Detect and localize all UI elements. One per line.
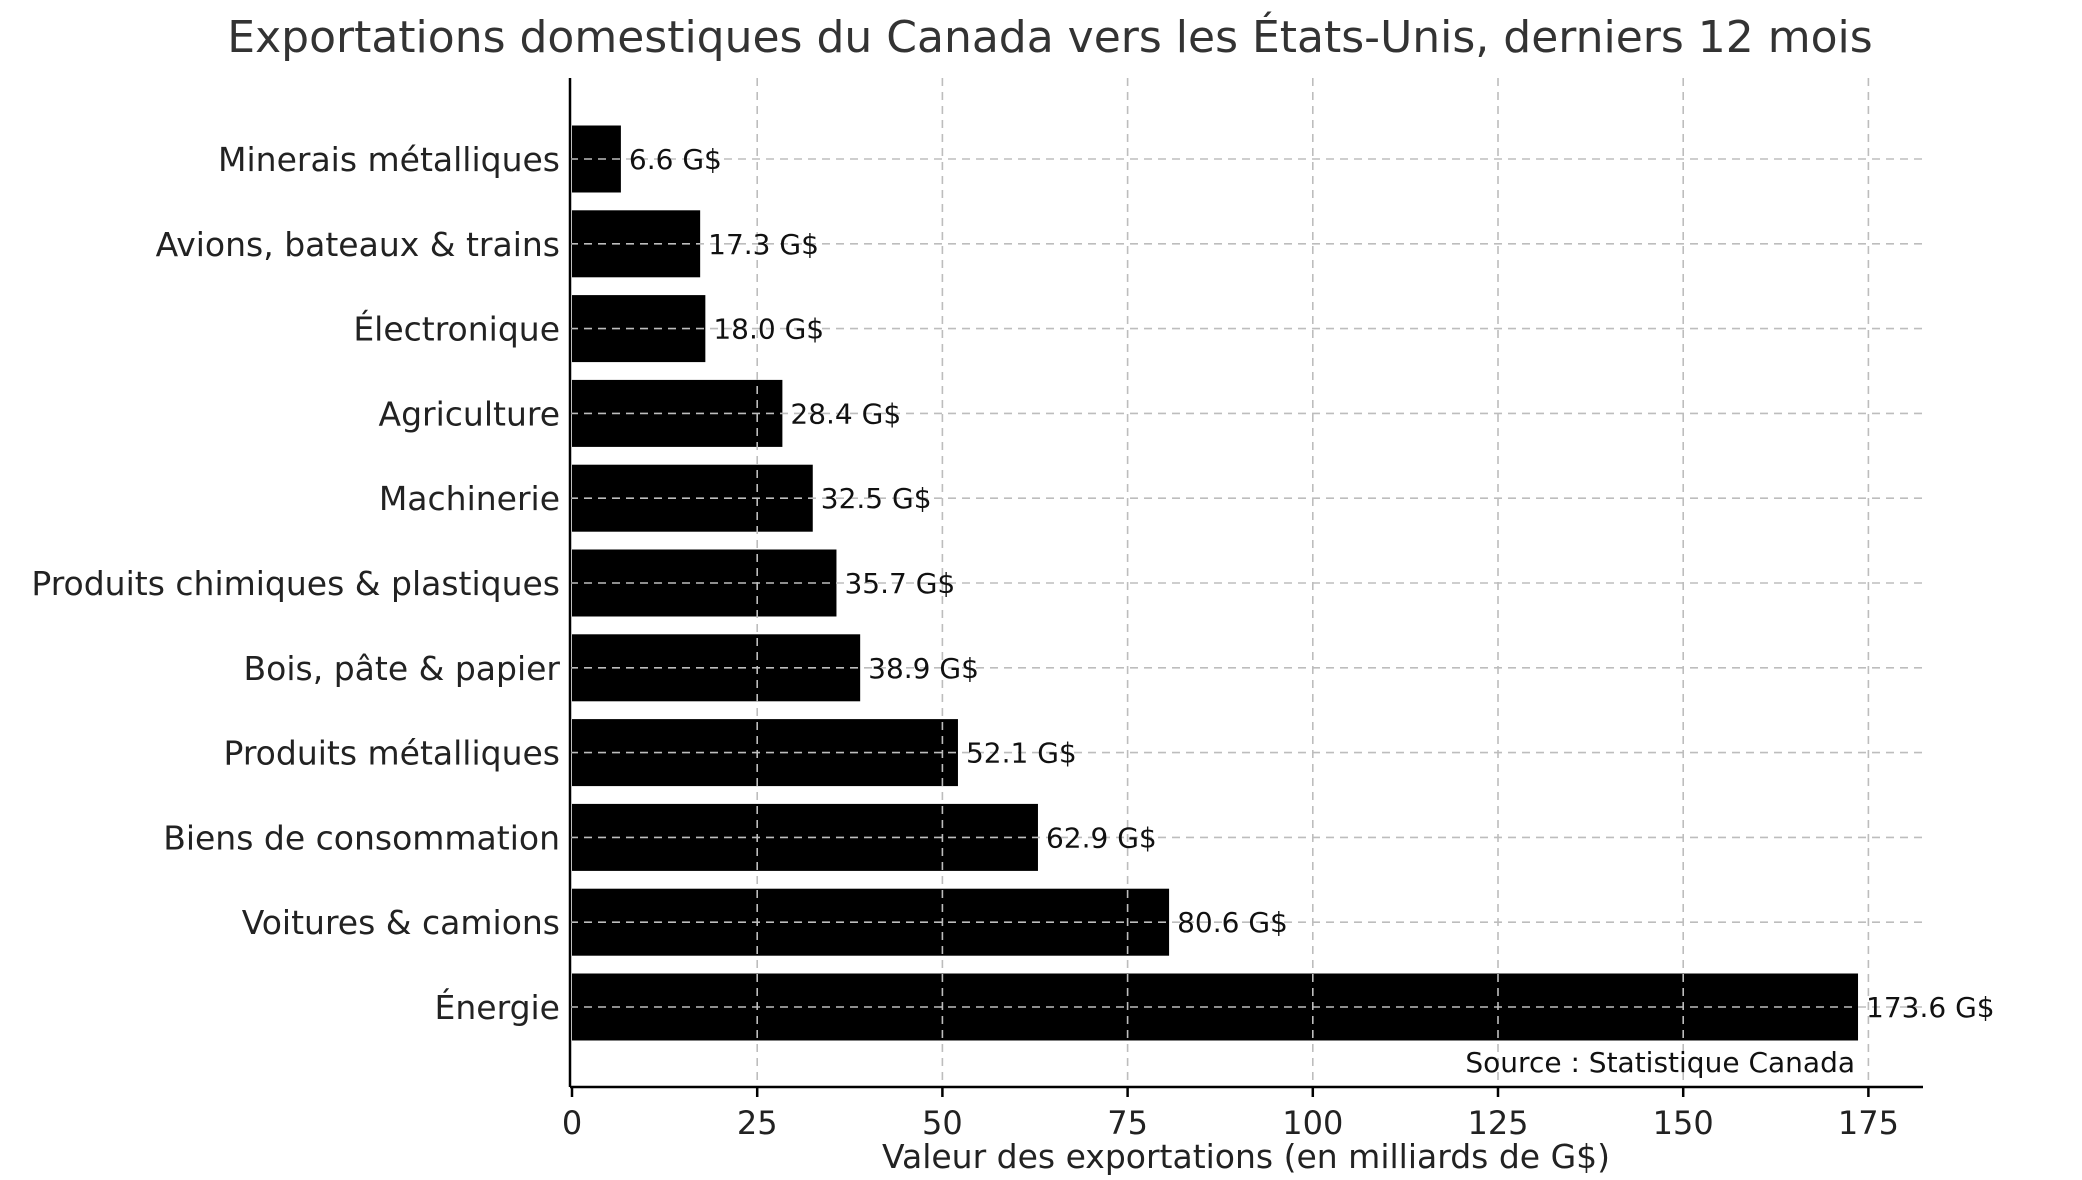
data-label: 35.7 G$ xyxy=(844,567,955,600)
data-label: 18.0 G$ xyxy=(713,313,824,346)
x-tick-label: 125 xyxy=(1467,1104,1528,1142)
grid-lines xyxy=(570,78,1923,1087)
data-label: 28.4 G$ xyxy=(790,397,901,430)
bar xyxy=(572,379,783,447)
category-label: Produits chimiques & plastiques xyxy=(31,564,560,603)
chart-title: Exportations domestiques du Canada vers … xyxy=(227,10,1872,63)
data-label: 17.3 G$ xyxy=(708,228,819,261)
data-label: 80.6 G$ xyxy=(1177,906,1288,939)
x-tick-label: 75 xyxy=(1107,1104,1148,1142)
category-labels: Minerais métalliques Avions, bateaux & tr… xyxy=(31,140,560,1027)
category-label: Énergie xyxy=(435,987,560,1027)
x-tick-label: 150 xyxy=(1653,1104,1714,1142)
category-label: Machinerie xyxy=(379,479,560,518)
category-label: Bois, pâte & papier xyxy=(244,649,561,688)
x-axis-ticks: 0 25 50 75 100 125 150 175 xyxy=(562,1087,1899,1142)
x-tick-label: 50 xyxy=(922,1104,963,1142)
category-label: Avions, bateaux & trains xyxy=(156,225,560,264)
data-label: 6.6 G$ xyxy=(629,143,722,176)
x-tick-label: 25 xyxy=(737,1104,778,1142)
source-note: Source : Statistique Canada xyxy=(1465,1046,1855,1079)
category-label: Minerais métalliques xyxy=(218,140,560,179)
data-label: 32.5 G$ xyxy=(821,482,932,515)
category-label: Agriculture xyxy=(379,394,560,433)
bar xyxy=(572,803,1038,871)
x-axis-label: Valeur des exportations (en milliards de… xyxy=(882,1137,1610,1176)
category-label: Produits métalliques xyxy=(224,734,560,773)
data-label: 38.9 G$ xyxy=(868,652,979,685)
x-tick-label: 100 xyxy=(1282,1104,1343,1142)
bar xyxy=(572,210,701,278)
category-label: Électronique xyxy=(353,309,560,349)
x-tick-label: 0 xyxy=(562,1104,582,1142)
data-label: 52.1 G$ xyxy=(966,737,1077,770)
bar xyxy=(572,464,813,532)
data-label: 62.9 G$ xyxy=(1046,821,1157,854)
x-tick-label: 175 xyxy=(1838,1104,1899,1142)
data-label: 173.6 G$ xyxy=(1866,991,1995,1024)
category-label: Voitures & camions xyxy=(242,903,560,942)
category-label: Biens de consommation xyxy=(163,818,560,857)
data-labels: 6.6 G$ 17.3 G$ 18.0 G$ 28.4 G$ 32.5 G$ 35.7 G… xyxy=(629,143,1995,1024)
